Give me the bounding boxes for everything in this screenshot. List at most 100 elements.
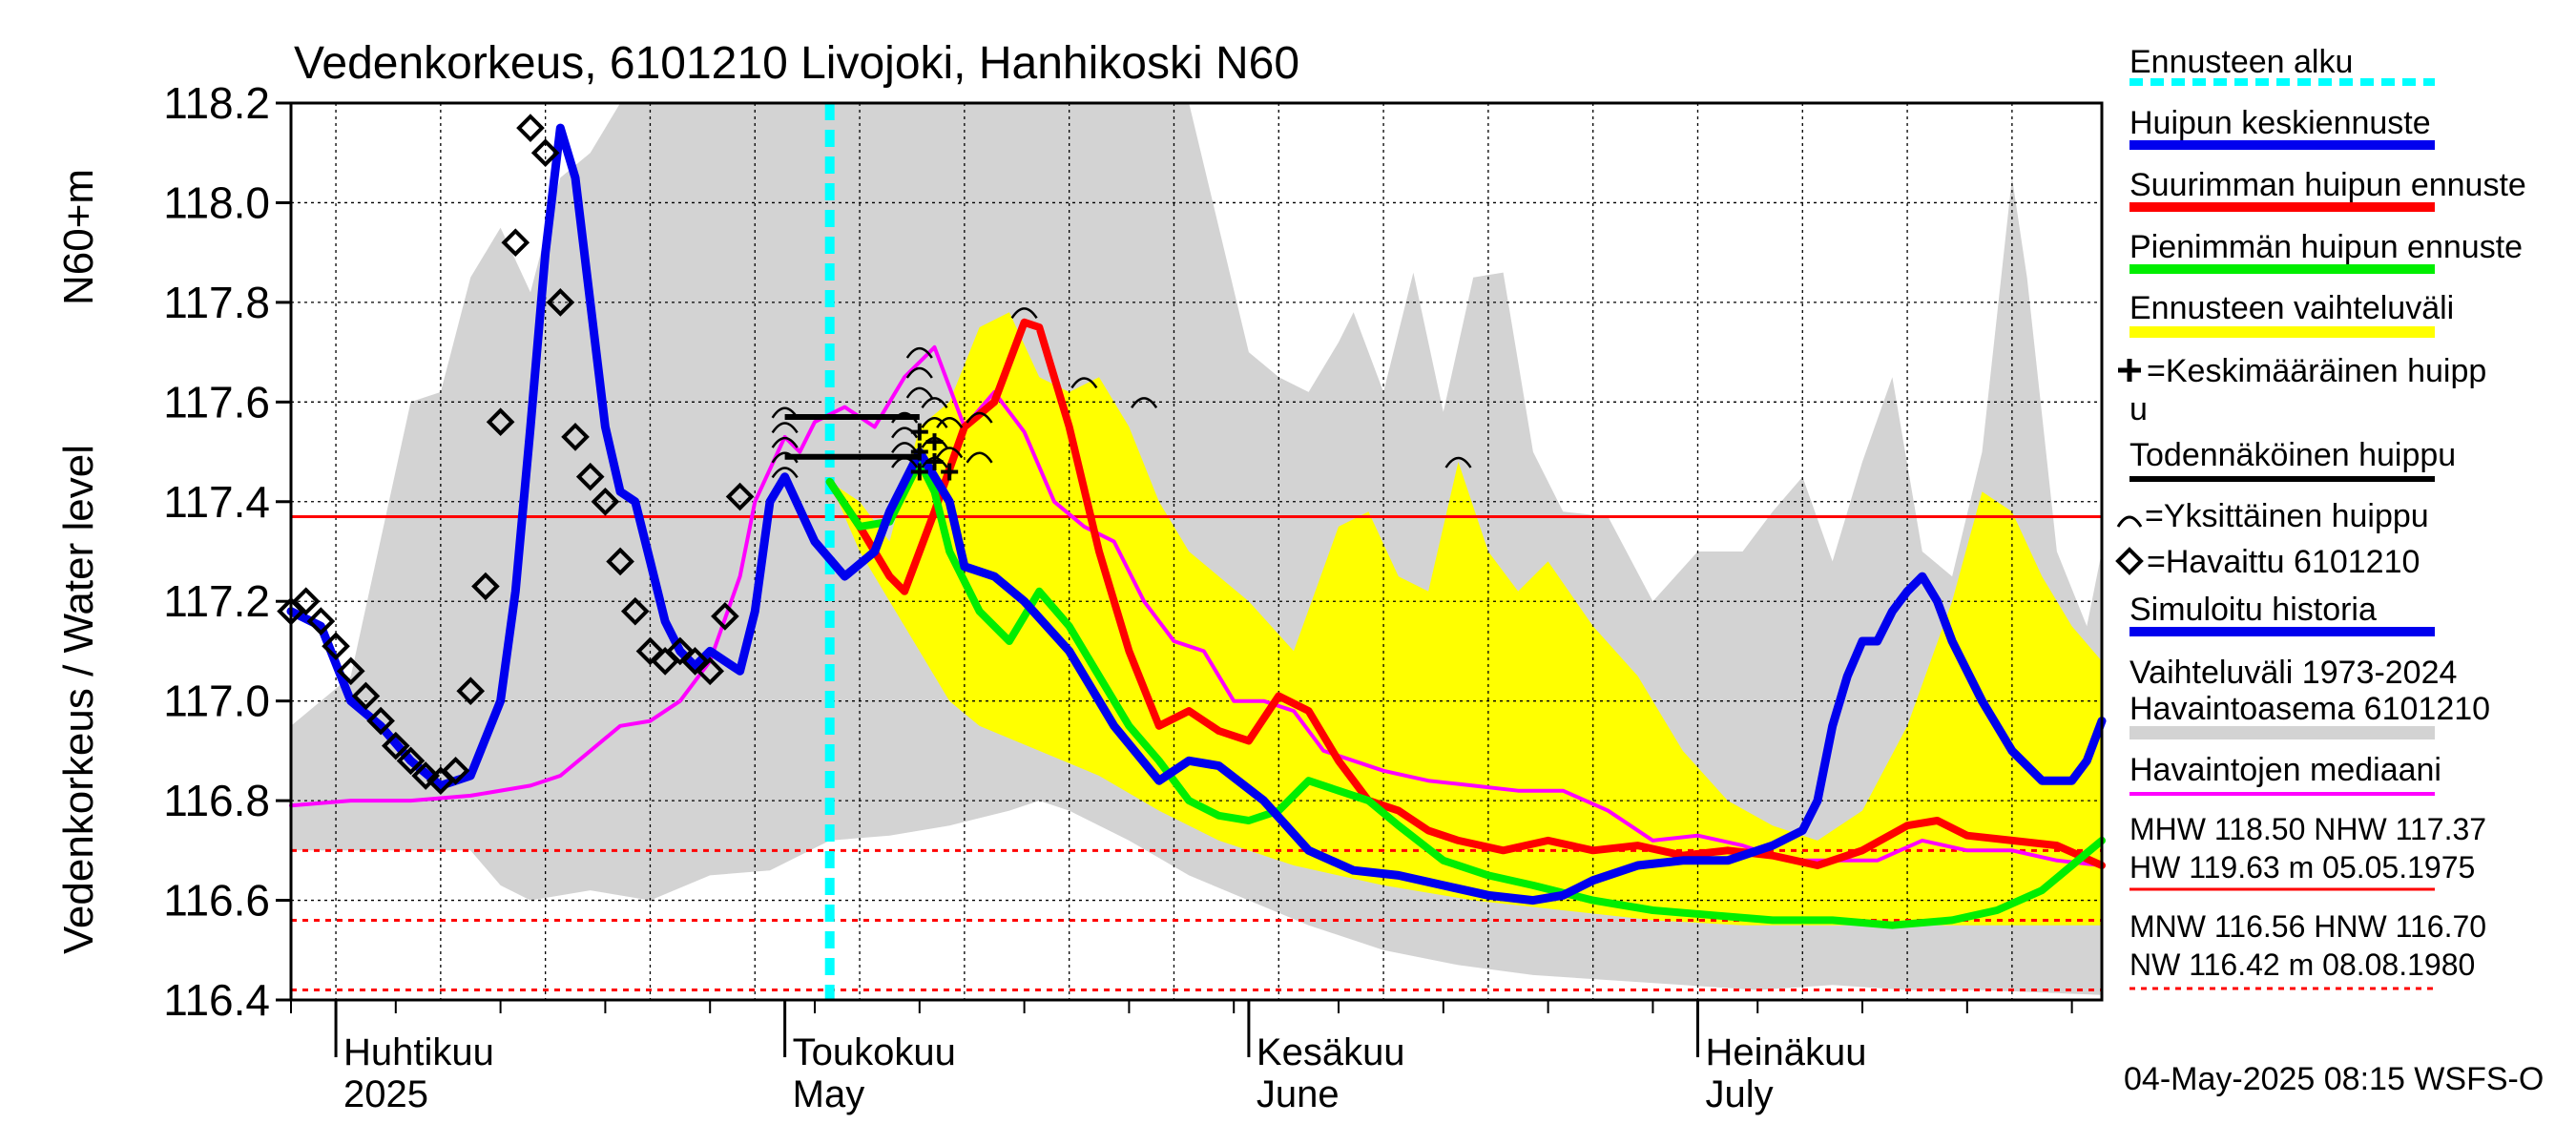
legend-label-single-peak: =Yksittäinen huippu — [2145, 498, 2429, 534]
y-tick-label: 117.8 — [163, 278, 270, 327]
single-peak-marker — [891, 411, 919, 424]
single-peak-marker — [1070, 377, 1098, 389]
observed-marker — [620, 596, 650, 626]
average-peak-marker — [910, 463, 928, 481]
observed-marker — [591, 487, 620, 516]
x-month-sublabel: June — [1257, 1073, 1340, 1115]
legend-label-mean-peak: Huipun keskiennuste — [2129, 105, 2431, 141]
stats-mhw-nhw: MHW 118.50 NHW 117.37 — [2129, 812, 2486, 846]
legend-label-observed: =Havaittu 6101210 — [2147, 544, 2420, 580]
single-peak-marker — [921, 416, 948, 428]
stats-mnw-hnw: MNW 116.56 HNW 116.70 — [2129, 909, 2486, 944]
series-suurimman-huipun-ennuste — [825, 318, 2106, 869]
y-tick-label: 117.4 — [163, 477, 270, 527]
single-peak-marker — [1444, 456, 1472, 468]
single-peak-marker — [966, 451, 993, 464]
legend-label-median: Havaintojen mediaani — [2129, 752, 2441, 788]
observed-marker — [696, 656, 725, 686]
x-month-label: Toukokuu — [793, 1031, 956, 1073]
legend: Ennusteen alku Huipun keskiennuste Suurimm… — [2115, 44, 2526, 990]
observed-marker — [516, 114, 545, 142]
average-peak-marker — [925, 433, 944, 451]
x-month-sublabel: May — [793, 1073, 865, 1115]
observed-marker — [441, 756, 470, 785]
y-tick-label: 118.2 — [163, 78, 270, 128]
average-peak-marker — [941, 463, 959, 481]
average-peak-marker — [910, 443, 928, 461]
legend-observed-diamond — [2115, 547, 2144, 575]
reference-lines — [291, 514, 2102, 992]
single-peak-marker — [1131, 397, 1158, 409]
observed-marker — [486, 407, 515, 437]
legend-label-history-range: Vaihteluväli 1973-2024 — [2129, 655, 2457, 691]
legend-label-forecast-start: Ennusteen alku — [2129, 44, 2353, 80]
observed-marker — [530, 138, 560, 168]
legend-label-simulated: Simuloitu historia — [2129, 592, 2377, 628]
observed-marker — [366, 706, 395, 736]
legend-average-peak-cross — [2118, 359, 2141, 382]
single-peak-marker — [771, 406, 799, 419]
observed-marker — [725, 482, 755, 511]
single-peak-marker — [905, 366, 933, 379]
observed-marker — [561, 423, 590, 451]
y-axis-unit: N60+m — [55, 169, 102, 305]
y-tick-label: 116.8 — [163, 776, 270, 825]
single-peak-marker — [905, 386, 933, 399]
x-month-sublabel: 2025 — [343, 1073, 428, 1115]
observed-marker — [411, 761, 441, 790]
legend-label-average-peak: =Keskimääräinen huipp — [2147, 353, 2486, 389]
single-peak-marker — [891, 456, 919, 468]
observed-marker — [606, 547, 634, 576]
y-tick-label: 117.6 — [163, 377, 270, 427]
single-peak-marker — [891, 442, 919, 454]
stats-hw: HW 119.63 m 05.05.1975 — [2129, 850, 2475, 885]
stats-nw: NW 116.42 m 08.08.1980 — [2129, 947, 2475, 982]
observed-marker — [680, 647, 710, 676]
observed-marker — [396, 746, 426, 776]
y-tick-label: 117.0 — [163, 677, 270, 726]
single-peak-marker — [771, 451, 799, 464]
observed-marker — [381, 731, 410, 760]
legend-label-probable-peak: Todennäköinen huippu — [2129, 437, 2456, 473]
plot-frame — [289, 101, 2104, 1002]
single-peak-marker — [905, 346, 933, 359]
single-peak-marker — [921, 397, 948, 409]
x-month-label: Huhtikuu — [343, 1031, 494, 1073]
peak-markers — [771, 307, 1472, 481]
legend-label-min-peak: Pienimmän huipun ennuste — [2129, 229, 2523, 265]
x-month-sublabel: July — [1705, 1073, 1773, 1115]
y-tick-label: 116.4 — [163, 975, 270, 1025]
single-peak-marker — [966, 411, 993, 424]
single-peak-marker — [771, 436, 799, 448]
single-peak-marker — [1010, 307, 1038, 320]
series-huipun-keskiennuste — [286, 123, 2107, 906]
observed-marker — [575, 462, 605, 491]
y-tick-label: 117.2 — [163, 576, 270, 626]
legend-label-average-peak-wrap: u — [2129, 391, 2148, 427]
single-peak-marker — [771, 467, 799, 479]
observed-marker — [456, 677, 486, 706]
y-tick-label: 118.0 — [163, 177, 270, 227]
axes: 116.4 116.6 116.8 117.0 117.2 117.4 117.6 117.8… — [163, 78, 2104, 1115]
legend-label-forecast-range: Ennusteen vaihteluväli — [2129, 290, 2454, 326]
average-peak-marker — [925, 453, 944, 470]
y-axis-label: Vedenkorkeus / Water level — [55, 445, 102, 954]
observed-marker — [635, 636, 665, 666]
observed-marker — [711, 602, 739, 631]
single-peak-marker — [771, 422, 799, 434]
footer-timestamp: 04-May-2025 08:15 WSFS-O — [2124, 1061, 2544, 1097]
observed-marker — [351, 681, 381, 711]
y-tick-label: 116.6 — [163, 876, 270, 926]
x-month-label: Kesäkuu — [1257, 1031, 1405, 1073]
series-havaintojen-mediaani — [289, 344, 2104, 867]
observed-marker — [546, 288, 575, 317]
observed-marker — [336, 656, 365, 686]
single-peak-marker — [936, 416, 964, 428]
single-peak-marker — [891, 427, 919, 439]
observed-marker — [306, 607, 336, 635]
observed-marker — [666, 636, 695, 666]
observed-marker — [471, 572, 500, 601]
legend-label-history-station: Havaintoasema 6101210 — [2129, 691, 2490, 727]
single-peak-marker — [936, 447, 964, 459]
